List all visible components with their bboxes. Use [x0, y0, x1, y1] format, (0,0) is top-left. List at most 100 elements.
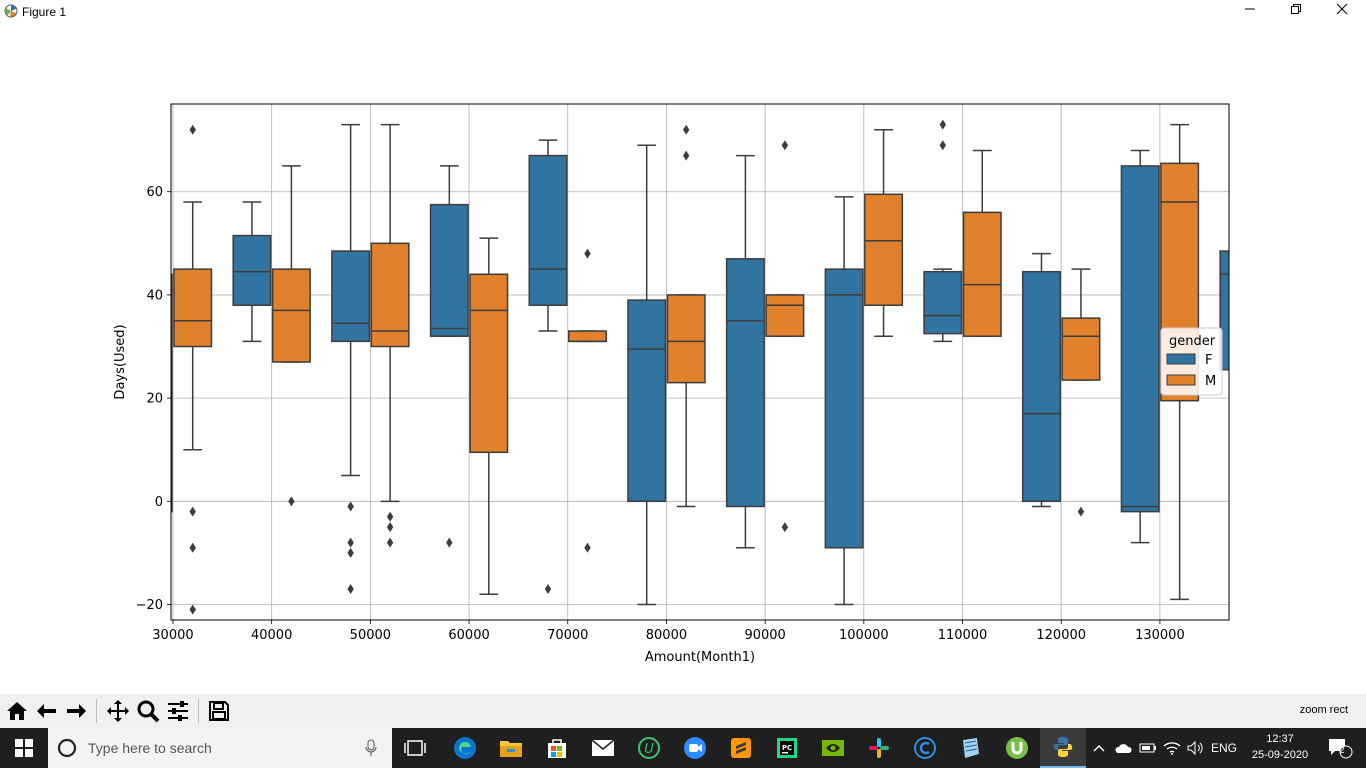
box-m: [173, 124, 213, 615]
box-iqr: [567, 330, 607, 343]
outlier-point: [939, 119, 946, 130]
outlier-point: [386, 537, 394, 548]
close-button[interactable]: [1319, 0, 1365, 24]
box-iqr: [232, 234, 272, 306]
box-m: [567, 248, 607, 553]
box-f: [1120, 149, 1160, 544]
store-icon: [548, 739, 566, 758]
minimize-button[interactable]: [1227, 0, 1273, 24]
slack-icon: [869, 738, 889, 758]
configure-subplots-icon: [168, 701, 188, 721]
taskbar-app-slack[interactable]: [856, 728, 902, 768]
box-m: [469, 237, 509, 595]
maximize-button[interactable]: [1273, 0, 1319, 24]
tray-onedrive[interactable]: [1111, 728, 1135, 768]
configure-subplots-button[interactable]: [164, 697, 192, 725]
wifi-icon: [1163, 742, 1181, 755]
notification-center-button[interactable]: 2: [1320, 728, 1360, 768]
taskbar-app-notepad[interactable]: [948, 728, 994, 768]
box-iqr: [864, 193, 904, 306]
box-iqr: [725, 258, 765, 508]
forward-button[interactable]: [62, 697, 90, 725]
taskbar-app-file-explorer[interactable]: [488, 728, 534, 768]
clock[interactable]: 12:37 25-09-2020: [1240, 731, 1320, 763]
tray-network[interactable]: [1160, 728, 1184, 768]
speaker-icon: [1187, 741, 1203, 755]
sublime-icon: [731, 738, 751, 758]
cortana-icon: [57, 738, 77, 758]
taskbar-app-store[interactable]: [534, 728, 580, 768]
zoom-app-icon: [684, 737, 706, 759]
zoom-button[interactable]: [134, 697, 162, 725]
outlier-point: [189, 604, 196, 615]
taskbar-app-python[interactable]: [1040, 728, 1086, 768]
back-button[interactable]: [33, 697, 61, 725]
nvidia-icon: [822, 740, 844, 756]
legend-label-f: F: [1205, 353, 1212, 368]
outlier-point: [347, 584, 354, 595]
notification-count: 2: [1339, 745, 1345, 755]
taskbar-app-sublime[interactable]: [718, 728, 764, 768]
figure-canvas[interactable]: Amount(Month1) Days(Used) gender F M −20…: [0, 24, 1366, 694]
outlier-point: [446, 537, 453, 548]
tray-battery[interactable]: [1136, 728, 1160, 768]
taskbar-app-upwork[interactable]: U: [626, 728, 672, 768]
taskbar-app-pycharm[interactable]: PC: [764, 728, 810, 768]
box-iqr: [469, 273, 509, 454]
y-axis-label: Days(Used): [113, 324, 128, 399]
box-iqr: [1021, 270, 1061, 503]
outlier-point: [347, 501, 354, 512]
taskbar-app-mail[interactable]: [580, 728, 626, 768]
taskbar-app-ccleaner[interactable]: [902, 728, 948, 768]
file-explorer-icon: [500, 741, 522, 757]
search-box[interactable]: Type here to search: [48, 728, 392, 768]
language-indicator[interactable]: ENG: [1210, 741, 1237, 755]
microphone-icon[interactable]: [364, 739, 378, 757]
outlier-point: [189, 506, 196, 517]
x-tick-label: 130000: [1135, 628, 1185, 643]
home-button[interactable]: [3, 697, 31, 725]
pan-icon: [107, 700, 129, 722]
box-f: [1021, 252, 1061, 508]
taskbar-app-utorrent[interactable]: [994, 728, 1040, 768]
taskbar-app-nvidia[interactable]: [810, 728, 856, 768]
taskbar-app-edge[interactable]: [442, 728, 488, 768]
outlier-point: [189, 124, 196, 135]
pan-button[interactable]: [104, 697, 132, 725]
search-placeholder: Type here to search: [88, 740, 212, 756]
box-m: [962, 149, 1002, 337]
taskbar-app-zoom[interactable]: [672, 728, 718, 768]
legend-title: gender: [1169, 334, 1216, 349]
box-iqr: [331, 250, 371, 343]
box-m: [864, 129, 904, 337]
y-tick-label: 40: [146, 288, 163, 303]
chevron-up-icon: [1093, 745, 1105, 752]
box-iqr: [627, 299, 667, 503]
tray-volume[interactable]: [1184, 728, 1208, 768]
x-tick-label: 120000: [1036, 628, 1086, 643]
task-view-button[interactable]: [392, 728, 438, 768]
x-tick-label: 110000: [938, 628, 988, 643]
box-iqr: [370, 242, 410, 348]
minimize-icon: [1245, 8, 1255, 10]
save-button[interactable]: [205, 697, 233, 725]
upwork-icon: U: [638, 737, 660, 759]
box-iqr: [528, 154, 568, 306]
outlier-point: [189, 542, 196, 553]
box-f: [824, 196, 864, 606]
box-iqr: [1219, 250, 1229, 371]
tray-overflow-button[interactable]: [1089, 728, 1109, 768]
start-button[interactable]: [0, 728, 48, 768]
x-tick-label: 40000: [251, 628, 292, 643]
task-view-icon: [404, 740, 426, 756]
outlier-point: [386, 522, 394, 533]
x-tick-label: 30000: [152, 628, 193, 643]
mail-icon: [591, 739, 615, 756]
battery-icon: [1139, 743, 1156, 753]
y-tick-label: 60: [146, 185, 163, 200]
box-f: [528, 139, 568, 595]
clock-time: 12:37: [1266, 733, 1294, 745]
box-f: [429, 165, 469, 548]
x-tick-label: 70000: [547, 628, 588, 643]
legend-swatch-f: [1166, 353, 1196, 365]
